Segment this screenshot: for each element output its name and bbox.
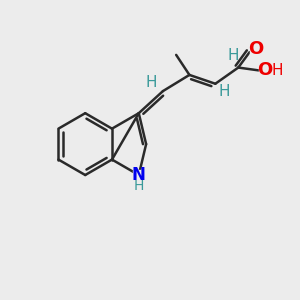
Text: O: O	[248, 40, 264, 58]
Text: H: H	[272, 63, 283, 78]
Bar	[259, 65, 271, 76]
Bar	[133, 170, 145, 180]
Text: N: N	[132, 166, 146, 184]
Text: H: H	[218, 85, 230, 100]
Text: H: H	[134, 179, 144, 193]
Text: H: H	[146, 75, 158, 90]
Bar	[250, 44, 262, 55]
Text: H: H	[227, 48, 239, 63]
Text: O: O	[257, 61, 272, 80]
